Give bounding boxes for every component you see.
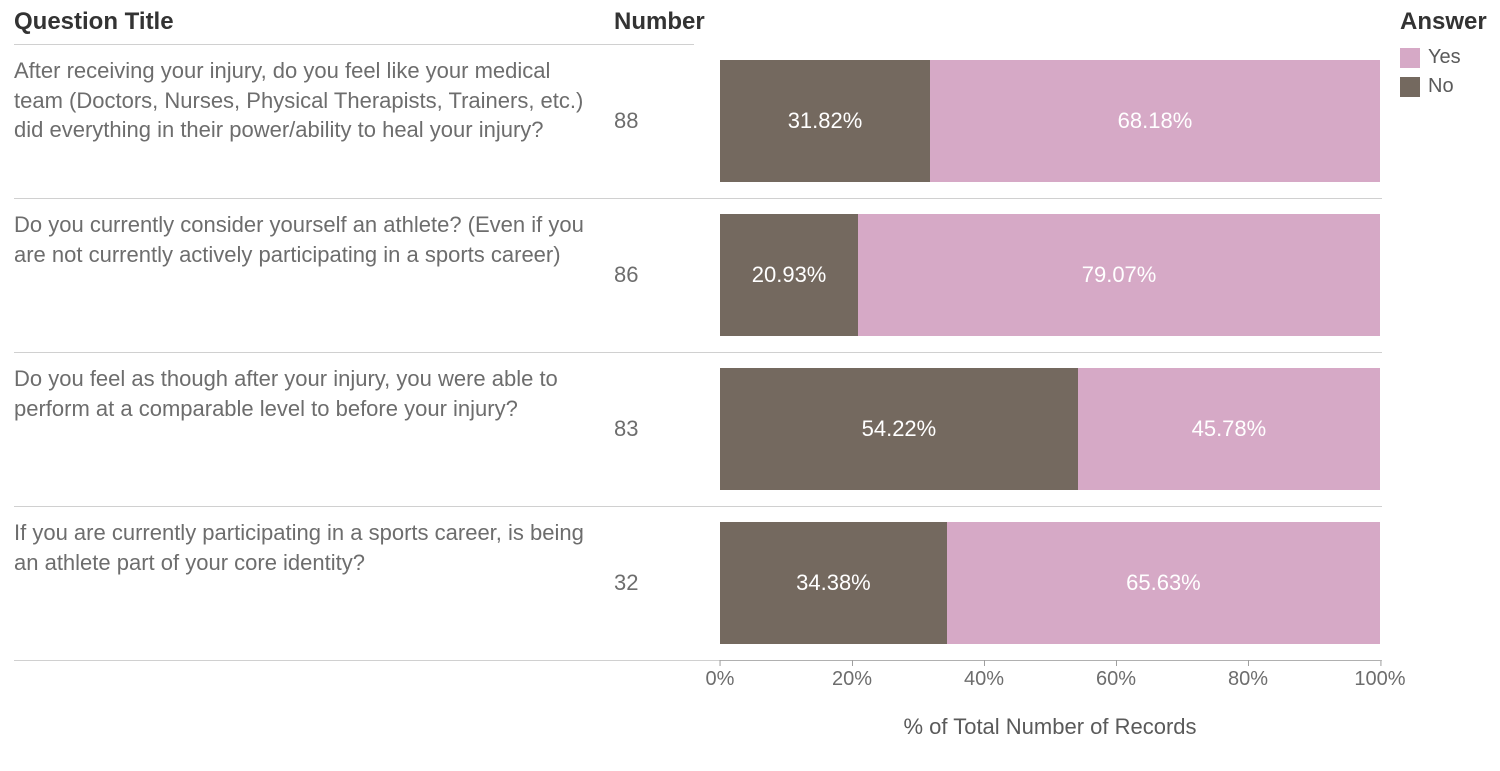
bar-segment-yes: 65.63% <box>947 522 1380 644</box>
x-axis-title: % of Total Number of Records <box>720 714 1380 740</box>
bar-value-no: 31.82% <box>788 108 863 134</box>
x-axis-tick-label: 80% <box>1228 668 1268 690</box>
bar-segment-yes: 68.18% <box>930 60 1380 182</box>
x-axis-tick-label: 100% <box>1354 668 1405 690</box>
record-count: 83 <box>614 416 674 442</box>
bar: 54.22% 45.78% <box>720 368 1380 490</box>
x-axis-line <box>720 660 1380 661</box>
x-axis-tick: 60% <box>1096 668 1136 691</box>
table-row: Do you feel as though after your injury,… <box>14 352 1382 507</box>
bar-segment-no: 31.82% <box>720 60 930 182</box>
bar: 20.93% 79.07% <box>720 214 1380 336</box>
legend: Answer Yes No <box>1400 8 1490 104</box>
table-row: Do you currently consider yourself an at… <box>14 198 1382 353</box>
x-axis-tick-label: 40% <box>964 668 1004 690</box>
question-text: If you are currently participating in a … <box>14 518 594 577</box>
x-axis-tick-label: 0% <box>706 668 735 690</box>
legend-item: No <box>1400 75 1490 98</box>
x-axis-tick-label: 20% <box>832 668 872 690</box>
bar-segment-no: 34.38% <box>720 522 947 644</box>
x-axis-tick: 40% <box>964 668 1004 691</box>
question-text: Do you feel as though after your injury,… <box>14 364 594 423</box>
bar-value-no: 20.93% <box>752 262 827 288</box>
bar-value-yes: 65.63% <box>1126 570 1201 596</box>
bar-segment-no: 54.22% <box>720 368 1078 490</box>
bar-value-no: 34.38% <box>796 570 871 596</box>
legend-label: Yes <box>1428 46 1461 69</box>
column-header-number: Number <box>614 8 705 36</box>
legend-swatch <box>1400 48 1420 68</box>
legend-swatch <box>1400 77 1420 97</box>
bar: 31.82% 68.18% <box>720 60 1380 182</box>
record-count: 88 <box>614 108 674 134</box>
legend-title: Answer <box>1400 8 1490 36</box>
bar-value-yes: 45.78% <box>1192 416 1267 442</box>
x-axis-tick: 80% <box>1228 668 1268 691</box>
column-header-question: Question Title <box>14 8 174 36</box>
legend-label: No <box>1428 75 1454 98</box>
question-text: Do you currently consider yourself an at… <box>14 210 594 269</box>
bar-value-yes: 79.07% <box>1082 262 1157 288</box>
survey-stacked-bar-chart: Question Title Number After receiving yo… <box>0 0 1500 771</box>
x-axis-tick-label: 60% <box>1096 668 1136 690</box>
question-text: After receiving your injury, do you feel… <box>14 56 594 145</box>
record-count: 32 <box>614 570 674 596</box>
record-count: 86 <box>614 262 674 288</box>
bar-segment-no: 20.93% <box>720 214 858 336</box>
legend-item: Yes <box>1400 46 1490 69</box>
bar-value-yes: 68.18% <box>1118 108 1193 134</box>
bar-value-no: 54.22% <box>862 416 937 442</box>
table-row: If you are currently participating in a … <box>14 506 1382 661</box>
x-axis-tick: 20% <box>832 668 872 691</box>
bar-segment-yes: 79.07% <box>858 214 1380 336</box>
bar: 34.38% 65.63% <box>720 522 1380 644</box>
x-axis-tick: 100% <box>1354 668 1405 691</box>
bar-segment-yes: 45.78% <box>1078 368 1380 490</box>
table-row: After receiving your injury, do you feel… <box>14 44 1382 199</box>
x-axis-tick: 0% <box>706 668 735 691</box>
